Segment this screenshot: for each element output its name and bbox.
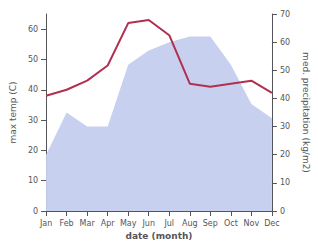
svg-text:10: 10 [28,176,38,185]
svg-text:May: May [120,219,137,228]
svg-text:Jun: Jun [141,219,155,228]
svg-text:date (month): date (month) [126,231,193,241]
svg-text:60: 60 [28,25,38,34]
svg-text:Sep: Sep [203,219,218,228]
svg-text:Jan: Jan [39,219,52,228]
svg-text:Nov: Nov [244,219,260,228]
svg-text:0: 0 [33,207,38,216]
svg-text:20: 20 [28,146,38,155]
svg-text:30: 30 [28,116,38,125]
svg-text:Jul: Jul [163,219,174,228]
svg-text:50: 50 [28,55,38,64]
svg-text:70: 70 [280,10,290,19]
svg-text:60: 60 [280,38,290,47]
svg-text:30: 30 [280,122,290,131]
svg-text:40: 40 [280,94,290,103]
svg-text:Feb: Feb [60,219,74,228]
svg-text:40: 40 [28,85,38,94]
svg-text:50: 50 [280,66,290,75]
svg-text:Mar: Mar [80,219,96,228]
svg-text:0: 0 [280,207,285,216]
svg-text:Aug: Aug [182,219,198,228]
svg-text:Apr: Apr [101,219,116,228]
svg-text:max temp (C): max temp (C) [8,81,18,143]
svg-text:med. precipitation (kg/m2): med. precipitation (kg/m2) [301,52,311,173]
svg-text:Dec: Dec [264,219,279,228]
svg-text:20: 20 [280,150,290,159]
svg-text:Oct: Oct [224,219,238,228]
svg-text:10: 10 [280,178,290,187]
